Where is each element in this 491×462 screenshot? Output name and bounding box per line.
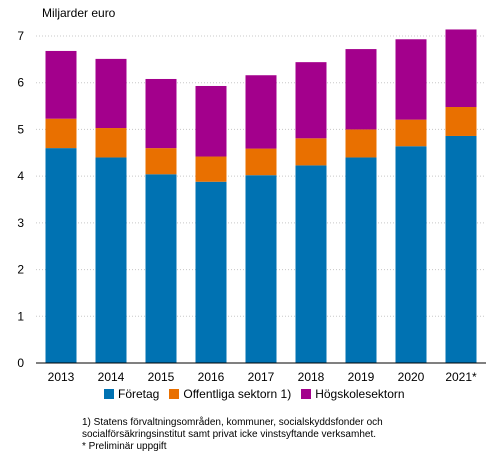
legend-item-foretag: Företag — [104, 387, 159, 401]
y-axis-label: Miljarder euro — [42, 6, 116, 20]
bar-segment-0-3 — [195, 181, 227, 363]
bar-segment-0-6 — [345, 157, 377, 363]
x-tick-label: 2019 — [348, 370, 375, 384]
footnote-3: * Preliminär uppgift — [82, 441, 167, 452]
x-tick-label: 2014 — [98, 370, 125, 384]
x-tick-label: 2013 — [48, 370, 75, 384]
y-tick-label: 0 — [17, 356, 24, 370]
y-tick-label: 3 — [17, 216, 24, 230]
bar-segment-2-4 — [245, 75, 277, 149]
y-tick-label: 5 — [17, 122, 24, 136]
bar-segment-0-7 — [395, 146, 427, 363]
bar-segment-1-1 — [95, 128, 127, 158]
bar-segment-1-7 — [395, 119, 427, 147]
bar-segment-2-3 — [195, 85, 227, 157]
x-tick-labels: 2013 2014 2015 2016 2017 2018 2019 2020 2021* — [48, 370, 477, 384]
legend-label-foretag: Företag — [118, 387, 160, 401]
bar-segment-1-0 — [45, 118, 77, 149]
bar-segment-1-8 — [445, 107, 477, 136]
bar-segment-1-3 — [195, 156, 227, 182]
bar-segment-0-2 — [145, 174, 177, 363]
legend-swatch-offentliga — [169, 389, 180, 399]
y-tick-label: 4 — [17, 169, 24, 183]
bar-segment-2-8 — [445, 29, 477, 108]
bar-segment-1-2 — [145, 148, 177, 175]
x-tick-label: 2017 — [248, 370, 275, 384]
legend-swatch-hogskole — [301, 389, 312, 399]
footnote-1: 1) Statens förvaltningsområden, kommuner… — [82, 417, 383, 428]
bar-segment-2-7 — [395, 39, 427, 120]
legend-item-offentliga: Offentliga sektorn 1) — [169, 387, 291, 401]
bar-segment-1-6 — [345, 129, 377, 158]
legend-swatch-foretag — [104, 389, 114, 399]
legend-label-offentliga: Offentliga sektorn 1) — [183, 387, 292, 401]
x-tick-label: 2016 — [198, 370, 225, 384]
x-tick-label: 2021* — [445, 370, 477, 384]
y-tick-labels: 0 1 2 3 4 5 6 7 — [17, 29, 24, 370]
x-tick-label: 2020 — [398, 370, 425, 384]
legend: Företag Offentliga sektorn 1) Högskolese… — [104, 387, 415, 401]
legend-label-hogskole: Högskolesektorn — [315, 387, 405, 401]
bar-segment-1-4 — [245, 148, 277, 176]
bar-segment-2-2 — [145, 78, 177, 149]
bars — [45, 29, 477, 363]
x-tick-label: 2018 — [298, 370, 325, 384]
bar-segment-2-6 — [345, 49, 377, 130]
bar-segment-2-1 — [95, 58, 127, 129]
y-tick-label: 6 — [17, 76, 24, 90]
y-tick-label: 2 — [17, 263, 24, 277]
y-tick-label: 7 — [17, 29, 24, 43]
bar-segment-0-4 — [245, 175, 277, 363]
bar-segment-1-5 — [295, 138, 327, 166]
bar-segment-2-5 — [295, 62, 327, 139]
legend-item-hogskole: Högskolesektorn — [301, 387, 405, 401]
bar-segment-0-1 — [95, 157, 127, 363]
bar-segment-0-8 — [445, 135, 477, 363]
footnote-2: socialförsäkringsinstitut samt privat ic… — [82, 429, 376, 440]
bar-segment-0-5 — [295, 165, 327, 363]
bar-segment-2-0 — [45, 50, 77, 119]
y-tick-label: 1 — [17, 309, 24, 323]
x-tick-label: 2015 — [148, 370, 175, 384]
bar-segment-0-0 — [45, 148, 77, 363]
